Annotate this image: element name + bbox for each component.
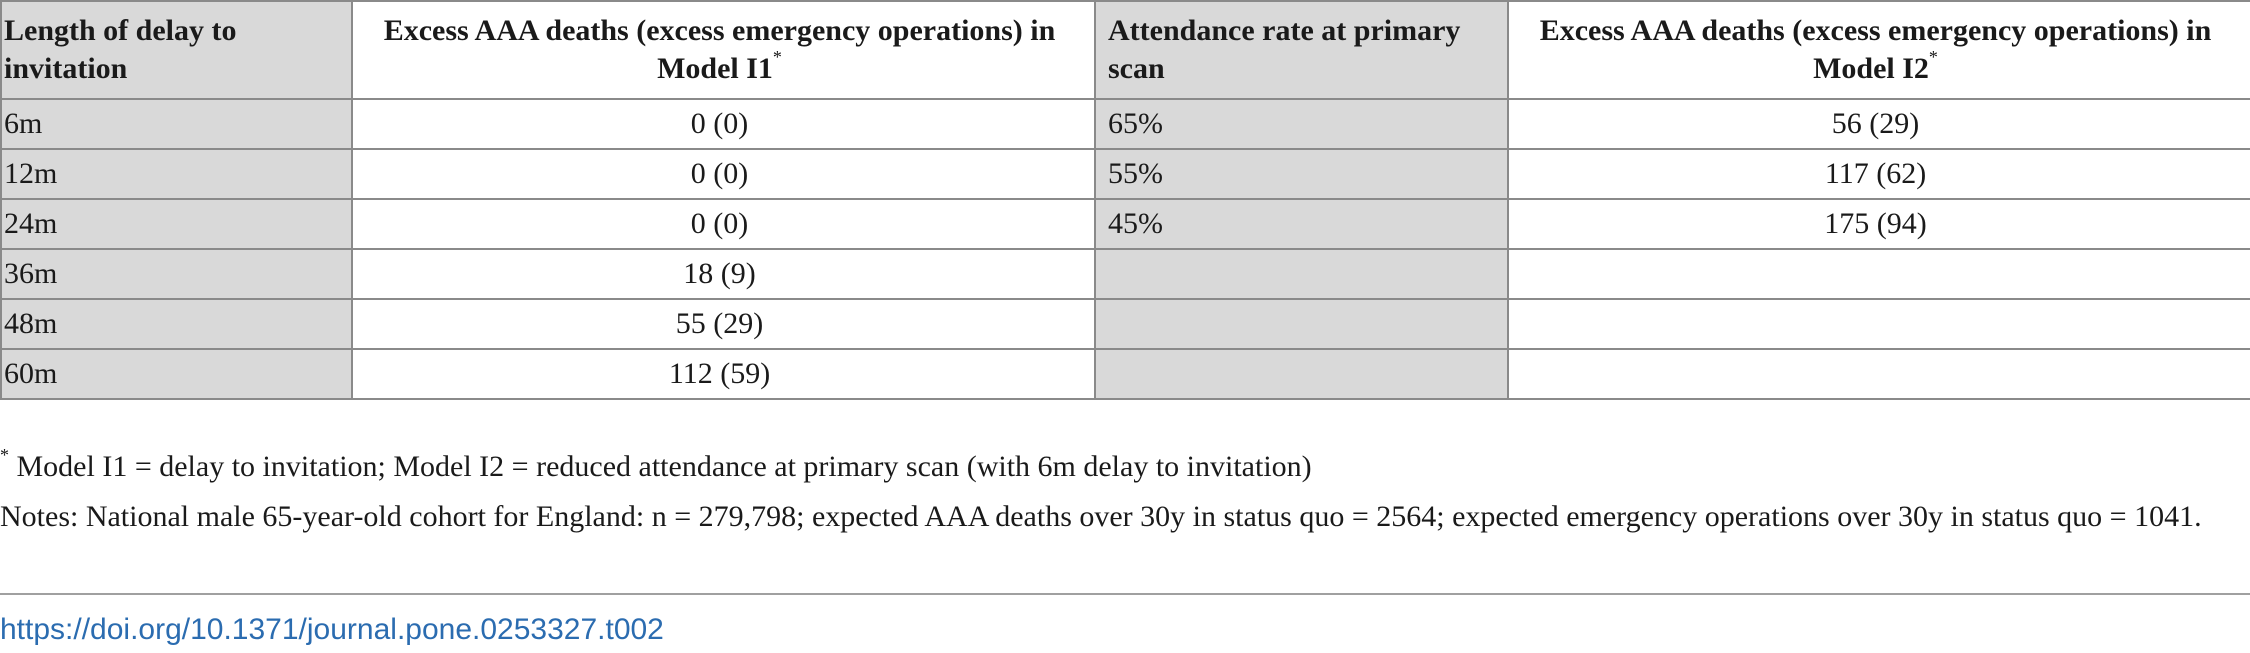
table-footnotes: * Model I1 = delay to invitation; Model … [0,442,2240,542]
cell-model-i2: 56 (29) [1507,98,2250,150]
model-footnote: * Model I1 = delay to invitation; Model … [0,442,2240,492]
cell-attendance [1094,248,1509,300]
cell-delay: 48m [0,298,353,350]
cell-model-i2 [1507,348,2250,400]
table-row: 24m 0 (0) 45% 175 (94) [0,198,2250,250]
header-excess-deaths-model-i2: Excess AAA deaths (excess emergency oper… [1507,0,2250,100]
cell-delay: 6m [0,98,353,150]
footnote-marker: * [0,445,9,465]
model-footnote-text: Model I1 = delay to invitation; Model I2… [9,450,1312,483]
table-row: 6m 0 (0) 65% 56 (29) [0,98,2250,150]
doi-link[interactable]: https://doi.org/10.1371/journal.pone.025… [0,613,664,646]
cell-attendance: 45% [1094,198,1509,250]
header-row: Length of delay to invitation Excess AAA… [0,0,2250,100]
cell-delay: 12m [0,148,353,200]
cell-model-i1: 0 (0) [351,148,1096,200]
cell-model-i1: 18 (9) [351,248,1096,300]
cell-model-i1: 0 (0) [351,98,1096,150]
cell-delay: 36m [0,248,353,300]
header-excess-deaths-model-i1: Excess AAA deaths (excess emergency oper… [351,0,1096,100]
divider [0,593,2250,595]
cell-attendance [1094,298,1509,350]
notes-footnote: Notes: National male 65-year-old cohort … [0,500,2202,533]
cell-model-i2 [1507,248,2250,300]
cell-model-i2 [1507,298,2250,350]
cell-model-i1: 0 (0) [351,198,1096,250]
table-row: 60m 112 (59) [0,348,2250,400]
table-row: 12m 0 (0) 55% 117 (62) [0,148,2250,200]
cell-attendance [1094,348,1509,400]
cell-model-i1: 112 (59) [351,348,1096,400]
cell-attendance: 65% [1094,98,1509,150]
cell-attendance: 55% [1094,148,1509,200]
header-delay-length: Length of delay to invitation [0,0,353,100]
table-row: 36m 18 (9) [0,248,2250,300]
header-attendance-rate: Attendance rate at primary scan [1094,0,1509,100]
cell-model-i2: 117 (62) [1507,148,2250,200]
cell-delay: 24m [0,198,353,250]
cell-delay: 60m [0,348,353,400]
results-table: Length of delay to invitation Excess AAA… [0,0,2250,400]
cell-model-i2: 175 (94) [1507,198,2250,250]
cell-model-i1: 55 (29) [351,298,1096,350]
table-row: 48m 55 (29) [0,298,2250,350]
